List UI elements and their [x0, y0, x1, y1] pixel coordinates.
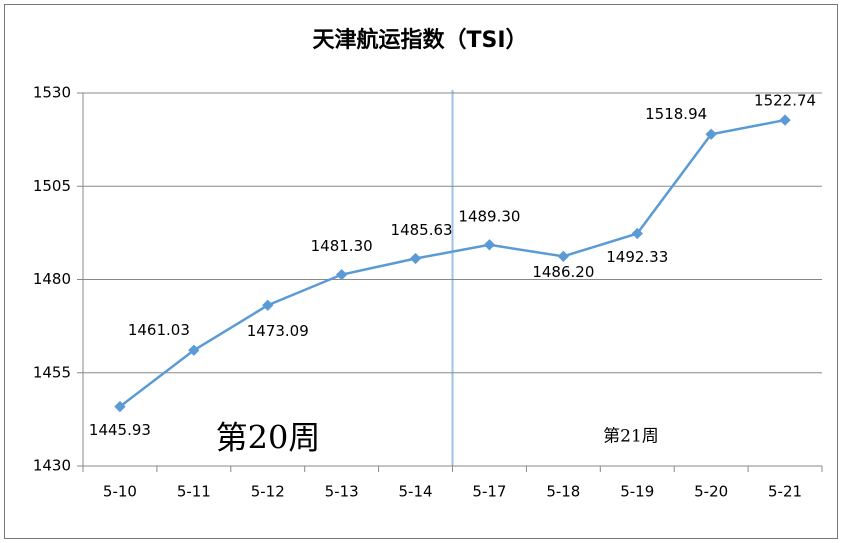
x-tick-label: 5-12: [251, 483, 285, 501]
x-tick-label: 5-11: [177, 483, 211, 501]
y-tick-label: 1455: [33, 363, 71, 381]
data-point: [483, 239, 496, 251]
data-label: 1485.63: [391, 221, 453, 239]
data-label: 1518.94: [645, 105, 707, 123]
x-tick-label: 5-13: [325, 483, 359, 501]
data-label: 1481.30: [311, 237, 373, 255]
x-tick-label: 5-19: [620, 483, 654, 501]
annotation: 第21周: [603, 427, 659, 447]
y-tick-label: 1530: [33, 84, 71, 102]
data-label: 1489.30: [458, 207, 520, 225]
y-tick-label: 1505: [33, 177, 71, 195]
data-point: [262, 299, 274, 311]
annotation: 第20周: [216, 419, 321, 457]
data-label: 1486.20: [532, 263, 594, 281]
x-tick-label: 5-18: [546, 483, 580, 501]
x-tick-label: 5-20: [694, 483, 728, 501]
data-label: 1522.74: [754, 92, 816, 110]
y-tick-label: 1430: [33, 457, 71, 475]
data-label: 1461.03: [128, 321, 190, 339]
x-tick-label: 5-21: [768, 483, 802, 501]
x-tick-label: 5-17: [472, 483, 506, 501]
chart-title: 天津航运指数（TSI）: [312, 27, 527, 53]
chart-border: [4, 4, 838, 539]
data-line: [119, 118, 786, 408]
data-point: [335, 268, 348, 281]
data-point: [188, 344, 200, 356]
y-tick-label: 1480: [33, 270, 71, 288]
x-tick-label: 5-10: [103, 483, 137, 501]
x-tick-label: 5-14: [399, 483, 433, 501]
data-label: 1445.93: [89, 421, 151, 439]
data-label: 1492.33: [606, 248, 668, 266]
data-point: [557, 250, 570, 263]
data-label: 1473.09: [247, 322, 309, 340]
data-point: [705, 128, 717, 140]
data-point: [631, 227, 643, 240]
